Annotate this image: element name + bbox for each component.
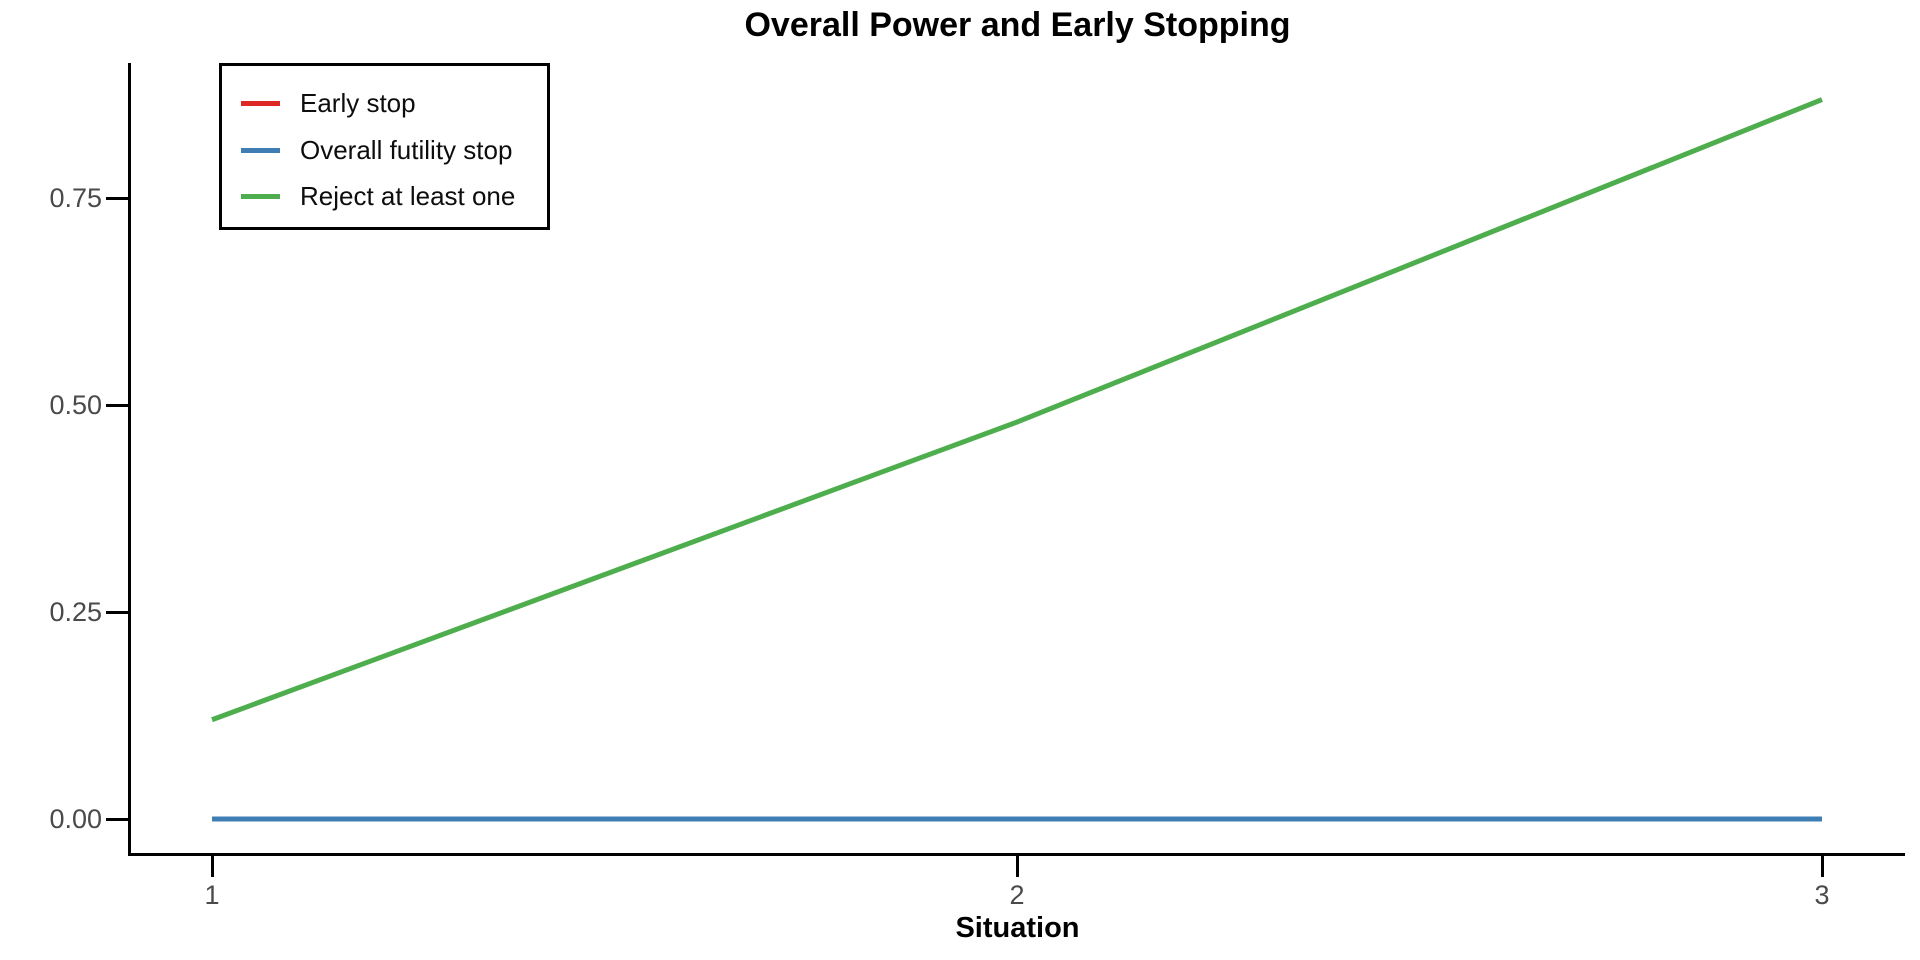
legend-entry-overall-futility-stop: Overall futility stop xyxy=(222,135,547,165)
x-tick-mark xyxy=(1820,856,1824,877)
y-tick-mark xyxy=(106,817,128,821)
y-tick-label: 0.25 xyxy=(49,596,102,627)
legend-entry-reject-at-least-one: Reject at least one xyxy=(222,181,547,211)
y-tick-label: 0.75 xyxy=(49,183,102,214)
y-tick-mark xyxy=(106,197,128,201)
x-axis-spine xyxy=(128,853,1905,856)
y-tick-mark xyxy=(106,610,128,614)
legend-line-sample-overall-futility-stop xyxy=(241,147,280,153)
legend-label-overall-futility-stop: Overall futility stop xyxy=(300,135,513,165)
x-tick-label: 3 xyxy=(1814,880,1830,910)
series-line-reject-at-least-one xyxy=(211,97,1823,723)
x-axis-title: Situation xyxy=(955,912,1080,944)
legend-label-reject-at-least-one: Reject at least one xyxy=(300,181,516,211)
legend-box: Early stop Overall futility stop Reject … xyxy=(219,63,550,230)
y-tick-label: 0.50 xyxy=(49,390,102,420)
x-tick-label: 2 xyxy=(1009,880,1025,910)
legend-entry-early-stop: Early stop xyxy=(222,88,547,118)
y-tick-mark xyxy=(106,404,128,407)
x-tick-label: 1 xyxy=(204,880,220,910)
legend-line-sample-early-stop xyxy=(241,100,280,106)
y-axis-spine xyxy=(128,63,131,856)
legend-line-sample-reject-at-least-one xyxy=(241,193,280,199)
x-tick-mark xyxy=(1015,856,1019,877)
x-tick-mark xyxy=(210,856,214,877)
legend-label-early-stop: Early stop xyxy=(300,88,416,118)
chart-title: Overall Power and Early Stopping xyxy=(744,6,1291,44)
y-tick-label: 0.00 xyxy=(49,803,102,834)
